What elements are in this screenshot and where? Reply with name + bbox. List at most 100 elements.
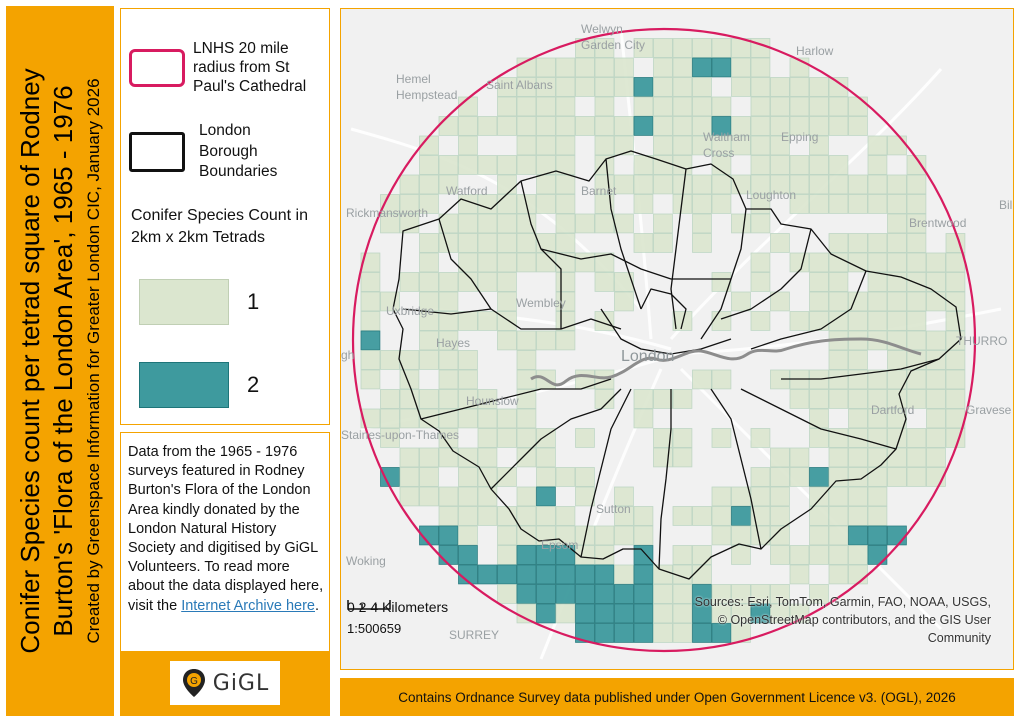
place-label: Hounslow <box>466 394 519 408</box>
tetrad-count-1 <box>789 116 810 136</box>
tetrad-count-1 <box>828 506 849 526</box>
tetrad-count-1 <box>848 96 868 117</box>
tetrad-count-1 <box>653 155 673 175</box>
tetrad-count-1 <box>594 135 615 156</box>
place-label: Loughton <box>746 188 796 202</box>
tetrad-count-1 <box>360 291 381 312</box>
tetrad-count-1 <box>419 350 439 370</box>
tetrad-count-1 <box>750 311 771 331</box>
tetrad-count-2 <box>477 564 498 585</box>
tetrad-count-1 <box>399 174 420 195</box>
tetrad-count-1 <box>497 77 517 97</box>
tetrad-count-2 <box>848 525 868 546</box>
tetrad-count-1 <box>516 155 537 175</box>
tetrad-count-1 <box>497 545 517 565</box>
gigl-logo-icon: G <box>182 669 205 697</box>
tetrad-count-1 <box>672 506 693 526</box>
tetrad-count-1 <box>653 389 673 409</box>
tetrad-count-1 <box>438 486 459 507</box>
tetrad-count-1 <box>614 291 634 312</box>
tetrad-count-1 <box>731 486 751 507</box>
tetrad-count-1 <box>458 272 478 292</box>
tetrad-count-1 <box>828 545 849 565</box>
tetrad-count-1 <box>731 77 751 97</box>
tetrad-count-1 <box>575 116 595 136</box>
tetrad-count-1 <box>438 291 459 312</box>
tetrad-count-1 <box>516 213 537 234</box>
tetrad-count-1 <box>633 38 654 58</box>
logo-band: G GiGL <box>121 651 329 715</box>
os-licence-text: Contains Ordnance Survey data published … <box>398 689 956 705</box>
tetrad-count-1 <box>575 252 595 273</box>
tetrad-count-1 <box>789 467 810 487</box>
tetrad-count-1 <box>692 369 712 390</box>
tetrad-count-1 <box>711 194 732 214</box>
tetrad-count-1 <box>692 506 712 526</box>
tetrad-count-1 <box>399 194 420 214</box>
tetrad-count-1 <box>867 447 888 468</box>
place-label: Watford <box>446 184 488 198</box>
map-canvas[interactable]: Welwyn Garden City Harlow Hemel Hempstead Sai… <box>341 9 1014 670</box>
borough-line <box>605 158 642 310</box>
tetrad-count-1 <box>555 174 576 195</box>
tetrad-count-1 <box>692 564 712 585</box>
tetrad-count-1 <box>731 603 751 624</box>
tetrad-count-1 <box>711 369 732 390</box>
tetrad-count-1 <box>926 389 946 409</box>
tetrad-count-1 <box>867 389 888 409</box>
tetrad-count-1 <box>672 623 693 643</box>
tetrad-count-1 <box>497 291 517 312</box>
tetrad-count-1 <box>653 564 673 585</box>
tetrad-count-1 <box>750 252 771 273</box>
tetrad-count-1 <box>848 545 868 565</box>
tetrad-count-2 <box>536 584 556 604</box>
tetrad-count-1 <box>477 233 498 253</box>
tetrad-count-1 <box>380 350 400 370</box>
tetrad-count-1 <box>770 486 790 507</box>
tetrad-count-1 <box>789 564 810 585</box>
tetrad-count-2 <box>633 116 654 136</box>
radius-symbol <box>129 48 185 87</box>
tetrad-count-1 <box>750 213 771 234</box>
tetrad-count-1 <box>809 291 829 312</box>
tetrad-count-1 <box>906 467 927 487</box>
tetrad-count-1 <box>867 174 888 195</box>
tetrad-count-2 <box>438 545 459 565</box>
tetrad-count-1 <box>477 311 498 331</box>
tetrad-count-1 <box>653 38 673 58</box>
tetrad-count-1 <box>399 486 420 507</box>
place-label: Barnet <box>581 184 617 198</box>
place-label: Hemel <box>396 72 431 86</box>
tetrad-count-1 <box>731 291 751 312</box>
tetrad-count-1 <box>614 77 634 97</box>
map-frame[interactable]: Welwyn Garden City Harlow Hemel Hempstead Sai… <box>340 8 1014 670</box>
tetrad-count-1 <box>633 174 654 195</box>
tetrad-count-2 <box>614 623 634 643</box>
tetrad-count-1 <box>848 506 868 526</box>
tetrad-count-1 <box>789 311 810 331</box>
tetrad-count-1 <box>828 96 849 117</box>
tetrad-count-2 <box>555 584 576 604</box>
tetrad-count-1 <box>692 174 712 195</box>
tetrad-count-1 <box>653 603 673 624</box>
tetrad-count-1 <box>477 272 498 292</box>
tetrad-count-1 <box>594 252 615 273</box>
tetrad-count-1 <box>458 116 478 136</box>
tetrad-count-1 <box>419 408 439 429</box>
tetrad-count-1 <box>770 525 790 546</box>
internet-archive-link[interactable]: Internet Archive here <box>181 597 315 614</box>
tetrad-count-1 <box>653 584 673 604</box>
tetrad-count-2 <box>633 545 654 565</box>
tetrad-count-1 <box>887 213 907 234</box>
tetrad-count-1 <box>789 447 810 468</box>
tetrad-count-1 <box>828 486 849 507</box>
place-label: Epping <box>781 130 818 144</box>
tetrad-count-1 <box>828 350 849 370</box>
tetrad-count-1 <box>887 252 907 273</box>
tetrad-count-1 <box>399 447 420 468</box>
tetrad-count-1 <box>848 311 868 331</box>
tetrad-count-1 <box>438 116 459 136</box>
borough-line <box>580 388 632 558</box>
tetrad-count-1 <box>809 506 829 526</box>
tetrad-count-1 <box>887 194 907 214</box>
